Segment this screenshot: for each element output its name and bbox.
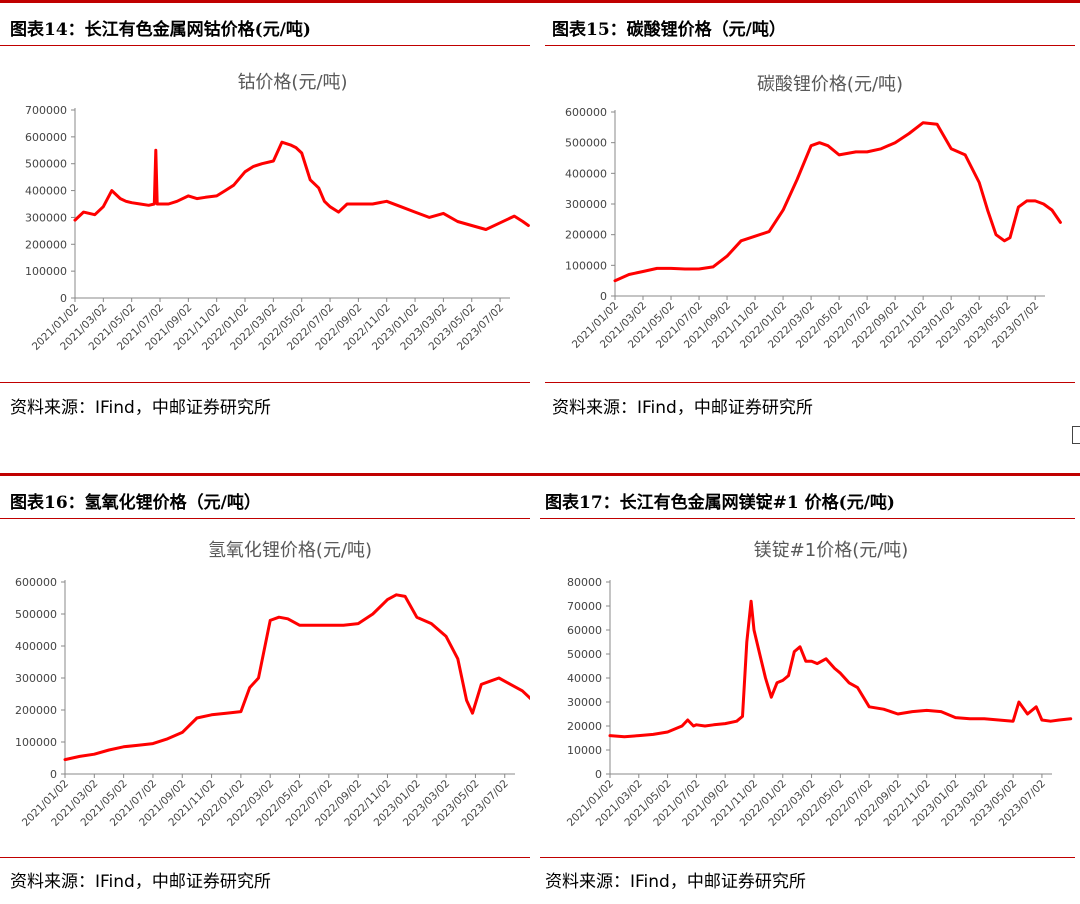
series-line [63,593,530,762]
figure-16-source-rule [0,857,530,858]
chart-title: 镁锭#1价格(元/吨) [754,540,909,561]
page-edge-bracket [1072,426,1080,444]
y-tick-label: 0 [60,292,67,305]
y-tick-label: 0 [595,768,602,781]
y-tick-label: 70000 [567,600,602,613]
top-rule [0,0,1080,3]
figure-15-title-rule [545,45,1075,46]
figure-17-title-rule [540,518,1075,519]
figure-15-chart: 碳酸锂价格(元/吨) 600000 500000 400000 300000 200000… [565,74,1062,351]
series-line [613,121,1062,283]
y-tick-label: 60000 [567,624,602,637]
figure-17-title: 图表17：长江有色金属网镁锭#1 价格(元/吨) [545,493,895,513]
y-tick-label: 200000 [25,238,67,251]
y-tick-label: 100000 [565,259,607,272]
series-line [608,599,1073,739]
y-tick-label: 700000 [25,104,67,117]
figure-15-title: 图表15：碳酸锂价格（元/吨） [552,20,786,40]
figure-16-chart: 氢氧化锂价格(元/吨) 600000 500000 400000 300000 20000… [15,540,530,829]
figure-17-source: 资料来源：IFind，中邮证券研究所 [545,872,806,892]
y-tick-label: 600000 [25,131,67,144]
y-tick-label: 200000 [565,229,607,242]
figure-14-title: 图表14：长江有色金属网钴价格(元/吨) [10,20,311,40]
figure-16-source: 资料来源：IFind，中邮证券研究所 [10,872,271,892]
y-tick-label: 500000 [15,608,57,621]
figure-14-title-rule [0,45,530,46]
figure-16-title-rule [0,518,530,519]
y-tick-label: 80000 [567,576,602,589]
y-tick-label: 200000 [15,704,57,717]
y-tick-label: 30000 [567,696,602,709]
chart-title: 碳酸锂价格(元/吨) [757,74,903,95]
y-tick-label: 0 [600,290,607,303]
y-tick-label: 100000 [15,736,57,749]
figure-17-source-rule [540,857,1075,858]
figure-15-source-rule [545,382,1075,383]
chart-title: 钴价格(元/吨) [237,72,347,93]
y-tick-label: 300000 [25,211,67,224]
y-tick-label: 400000 [25,185,67,198]
y-tick-label: 20000 [567,720,602,733]
figure-14-source: 资料来源：IFind，中邮证券研究所 [10,398,271,418]
chart-title: 氢氧化锂价格(元/吨) [208,540,372,561]
figure-14-source-rule [0,382,530,383]
y-tick-label: 500000 [25,158,67,171]
y-tick-label: 400000 [15,640,57,653]
figure-16-title: 图表16：氢氧化锂价格（元/吨） [10,493,261,513]
middle-rule [0,473,1080,476]
series-line [73,140,530,231]
y-tick-label: 10000 [567,744,602,757]
figure-14-chart: 钴价格(元/吨) 700000 600000 500000 400000 300000 20… [25,72,530,353]
y-tick-label: 500000 [565,137,607,150]
y-tick-label: 300000 [565,198,607,211]
y-tick-label: 40000 [567,672,602,685]
y-tick-label: 600000 [15,576,57,589]
y-tick-label: 400000 [565,167,607,180]
y-tick-label: 100000 [25,265,67,278]
figure-15-source: 资料来源：IFind，中邮证券研究所 [552,398,813,418]
y-tick-label: 600000 [565,106,607,119]
y-tick-label: 50000 [567,648,602,661]
figure-17-chart: 镁锭#1价格(元/吨) 80000 70000 60000 50000 40000 3000… [565,540,1073,829]
y-tick-label: 0 [50,768,57,781]
y-tick-label: 300000 [15,672,57,685]
